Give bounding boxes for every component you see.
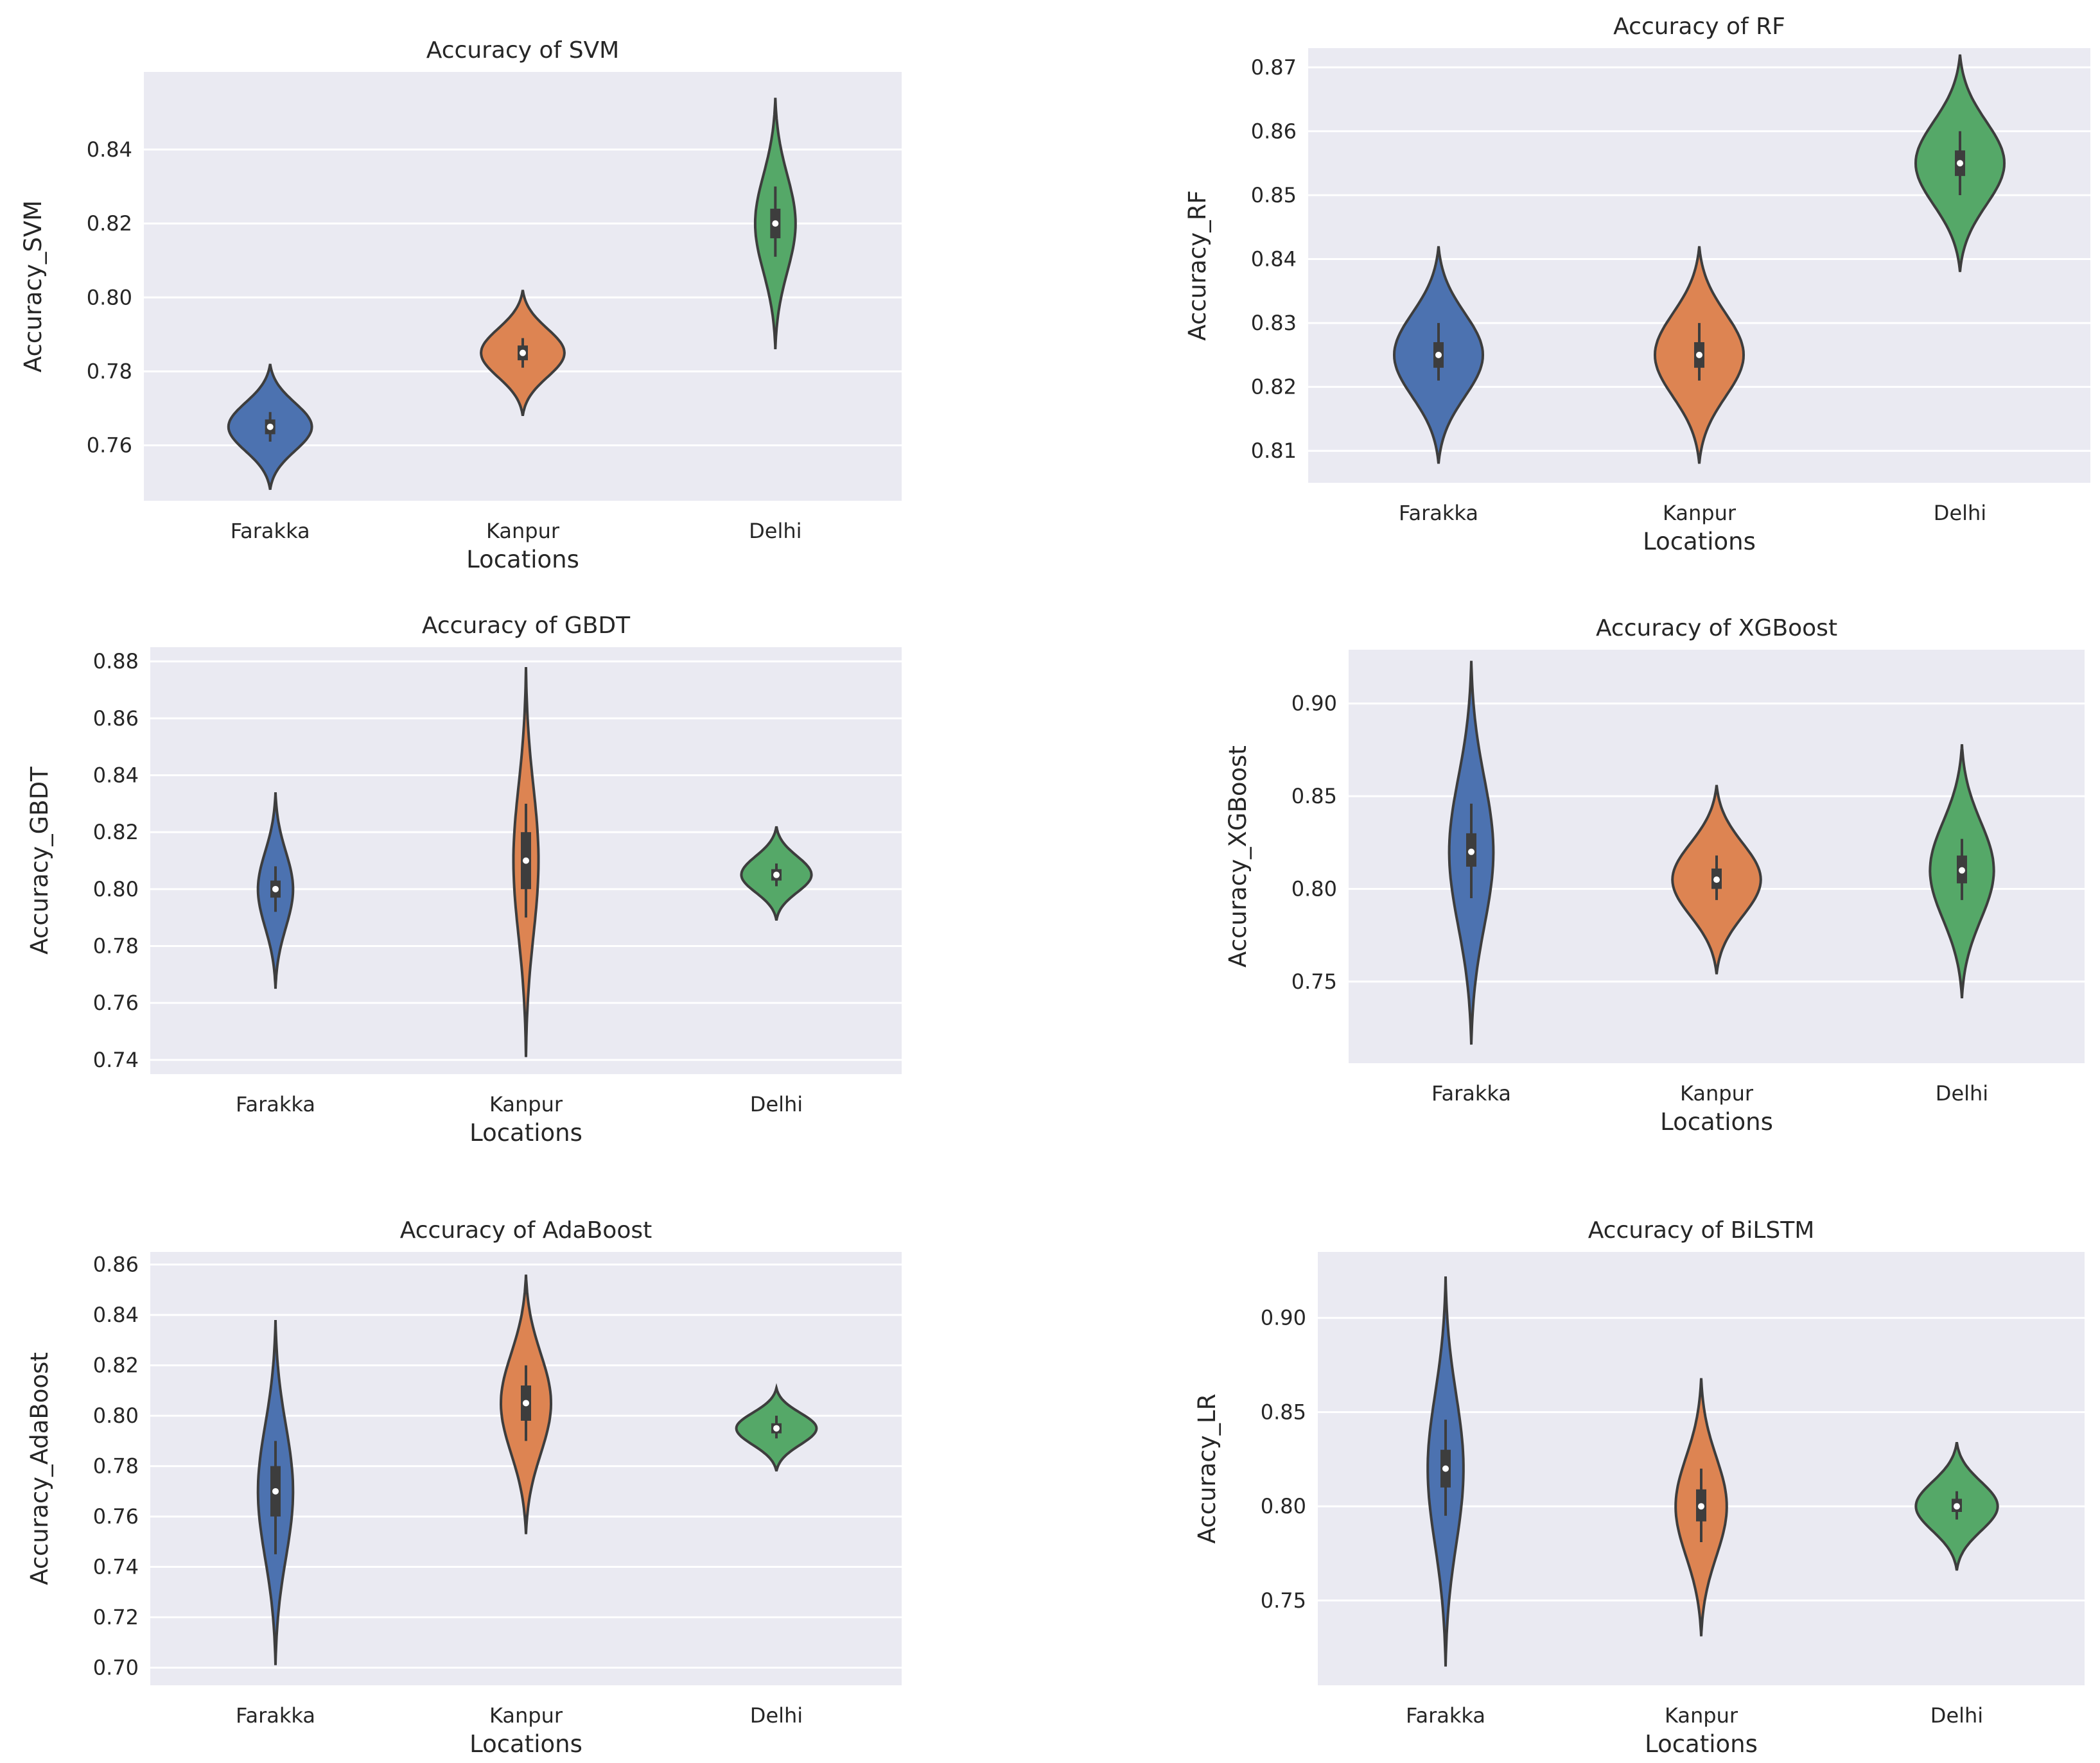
y-tick-label: 0.82 bbox=[93, 820, 139, 844]
chart-title: Accuracy of BiLSTM bbox=[1588, 1217, 1815, 1244]
y-tick-label: 0.74 bbox=[93, 1555, 139, 1579]
median-dot-delhi bbox=[1957, 160, 1963, 167]
y-axis-label: Accuracy_RF bbox=[1184, 190, 1211, 340]
x-axis-label: Locations bbox=[1645, 1730, 1758, 1758]
y-tick-label: 0.80 bbox=[1261, 1494, 1306, 1518]
y-tick-label: 0.76 bbox=[87, 433, 132, 458]
y-tick-label: 0.76 bbox=[93, 991, 139, 1015]
y-axis-label: Accuracy_XGBoost bbox=[1224, 745, 1252, 968]
x-tick-label: Kanpur bbox=[486, 519, 560, 543]
y-tick-label: 0.78 bbox=[93, 934, 139, 959]
median-dot-delhi bbox=[1959, 867, 1965, 874]
y-tick-label: 0.81 bbox=[1251, 439, 1297, 463]
x-axis-label: Locations bbox=[1643, 528, 1756, 555]
y-tick-label: 0.72 bbox=[93, 1605, 139, 1629]
x-axis-label: Locations bbox=[469, 1119, 582, 1147]
y-tick-label: 0.85 bbox=[1261, 1400, 1306, 1424]
y-axis-label: Accuracy_SVM bbox=[19, 200, 47, 372]
median-dot-kanpur bbox=[520, 349, 526, 356]
x-tick-label: Farakka bbox=[236, 1703, 315, 1728]
x-tick-label: Kanpur bbox=[489, 1703, 563, 1728]
y-tick-label: 0.90 bbox=[1291, 691, 1337, 716]
y-tick-label: 0.84 bbox=[87, 137, 132, 162]
median-dot-delhi bbox=[773, 1425, 780, 1432]
x-tick-label: Kanpur bbox=[1680, 1081, 1754, 1106]
chart-title: Accuracy of GBDT bbox=[422, 612, 631, 639]
x-tick-label: Farakka bbox=[1406, 1703, 1485, 1728]
chart-title: Accuracy of SVM bbox=[426, 37, 619, 64]
y-tick-label: 0.82 bbox=[87, 211, 132, 236]
chart-title: Accuracy of XGBoost bbox=[1596, 615, 1837, 641]
y-tick-label: 0.78 bbox=[87, 359, 132, 383]
y-tick-label: 0.70 bbox=[93, 1656, 139, 1680]
x-tick-label: Farakka bbox=[231, 519, 310, 543]
y-tick-label: 0.80 bbox=[93, 1403, 139, 1428]
median-dot-delhi bbox=[1954, 1503, 1960, 1510]
x-tick-label: Kanpur bbox=[489, 1092, 563, 1116]
y-tick-label: 0.75 bbox=[1261, 1588, 1306, 1613]
y-tick-label: 0.84 bbox=[93, 1303, 139, 1327]
y-tick-label: 0.82 bbox=[1251, 375, 1297, 399]
panel-xgboost: 0.75 0.80 0.85 0.90 Farakka Kanpur Delhi Accura… bbox=[1224, 615, 2085, 1136]
panel-gbdt: 0.74 0.76 0.78 0.80 0.82 0.84 0.86 0.88 Farakka K… bbox=[26, 612, 902, 1147]
y-tick-label: 0.82 bbox=[93, 1353, 139, 1378]
y-tick-label: 0.84 bbox=[93, 763, 139, 788]
median-dot-farakka bbox=[272, 885, 279, 892]
median-dot-kanpur bbox=[523, 857, 529, 864]
y-tick-label: 0.84 bbox=[1251, 247, 1297, 272]
x-tick-label: Delhi bbox=[1934, 501, 1986, 525]
x-tick-label: Delhi bbox=[1930, 1703, 1983, 1728]
median-dot-delhi bbox=[772, 220, 779, 227]
y-axis-label: Accuracy_LR bbox=[1193, 1394, 1221, 1544]
chart-title: Accuracy of AdaBoost bbox=[400, 1217, 652, 1244]
x-axis-label: Locations bbox=[469, 1730, 582, 1758]
median-dot-farakka bbox=[1442, 1465, 1449, 1472]
y-tick-label: 0.85 bbox=[1251, 183, 1297, 207]
y-tick-label: 0.75 bbox=[1291, 969, 1337, 994]
x-tick-label: Delhi bbox=[750, 1703, 803, 1728]
x-tick-label: Kanpur bbox=[1665, 1703, 1738, 1728]
y-tick-label: 0.76 bbox=[93, 1504, 139, 1529]
y-tick-label: 0.86 bbox=[93, 706, 139, 731]
y-axis-label: Accuracy_AdaBoost bbox=[26, 1352, 53, 1585]
median-dot-farakka bbox=[1468, 848, 1474, 855]
y-tick-label: 0.88 bbox=[93, 649, 139, 673]
y-tick-label: 0.86 bbox=[93, 1253, 139, 1277]
panel-rf: 0.81 0.82 0.83 0.84 0.85 0.86 0.87 Farakka Kanpu… bbox=[1184, 13, 2090, 555]
x-tick-label: Delhi bbox=[749, 519, 801, 543]
panel-adaboost: 0.70 0.72 0.74 0.76 0.78 0.80 0.82 0.84 0.86 Fara… bbox=[26, 1217, 902, 1758]
y-axis-label: Accuracy_GBDT bbox=[26, 767, 53, 955]
y-tick-label: 0.83 bbox=[1251, 311, 1297, 335]
x-axis-label: Locations bbox=[466, 546, 579, 573]
median-dot-kanpur bbox=[1696, 351, 1702, 358]
y-tick-label: 0.80 bbox=[87, 285, 132, 309]
x-tick-label: Farakka bbox=[1431, 1081, 1511, 1106]
x-tick-label: Delhi bbox=[1936, 1081, 1988, 1106]
y-tick-label: 0.86 bbox=[1251, 119, 1297, 143]
x-tick-label: Kanpur bbox=[1663, 501, 1737, 525]
median-dot-kanpur bbox=[1713, 876, 1720, 883]
y-tick-label: 0.80 bbox=[93, 877, 139, 901]
y-tick-label: 0.87 bbox=[1251, 55, 1297, 80]
median-dot-kanpur bbox=[523, 1400, 529, 1407]
median-dot-kanpur bbox=[1698, 1503, 1704, 1510]
y-tick-label: 0.78 bbox=[93, 1454, 139, 1479]
median-dot-farakka bbox=[267, 423, 274, 430]
y-tick-label: 0.74 bbox=[93, 1048, 139, 1072]
y-tick-label: 0.85 bbox=[1291, 784, 1337, 808]
y-tick-label: 0.80 bbox=[1291, 877, 1337, 901]
median-dot-farakka bbox=[1435, 351, 1442, 358]
x-tick-label: Farakka bbox=[236, 1092, 315, 1116]
panel-bilstm: 0.75 0.80 0.85 0.90 Farakka Kanpur Delhi Accura… bbox=[1193, 1217, 2085, 1758]
x-tick-label: Farakka bbox=[1399, 501, 1478, 525]
median-dot-farakka bbox=[272, 1488, 279, 1495]
median-dot-delhi bbox=[773, 871, 780, 878]
x-axis-label: Locations bbox=[1660, 1108, 1773, 1136]
chart-title: Accuracy of RF bbox=[1613, 13, 1785, 40]
panel-svm: 0.76 0.78 0.80 0.82 0.84 Farakka Kanpur Delhi Ac… bbox=[19, 37, 902, 573]
y-tick-label: 0.90 bbox=[1261, 1306, 1306, 1330]
x-tick-label: Delhi bbox=[750, 1092, 803, 1116]
